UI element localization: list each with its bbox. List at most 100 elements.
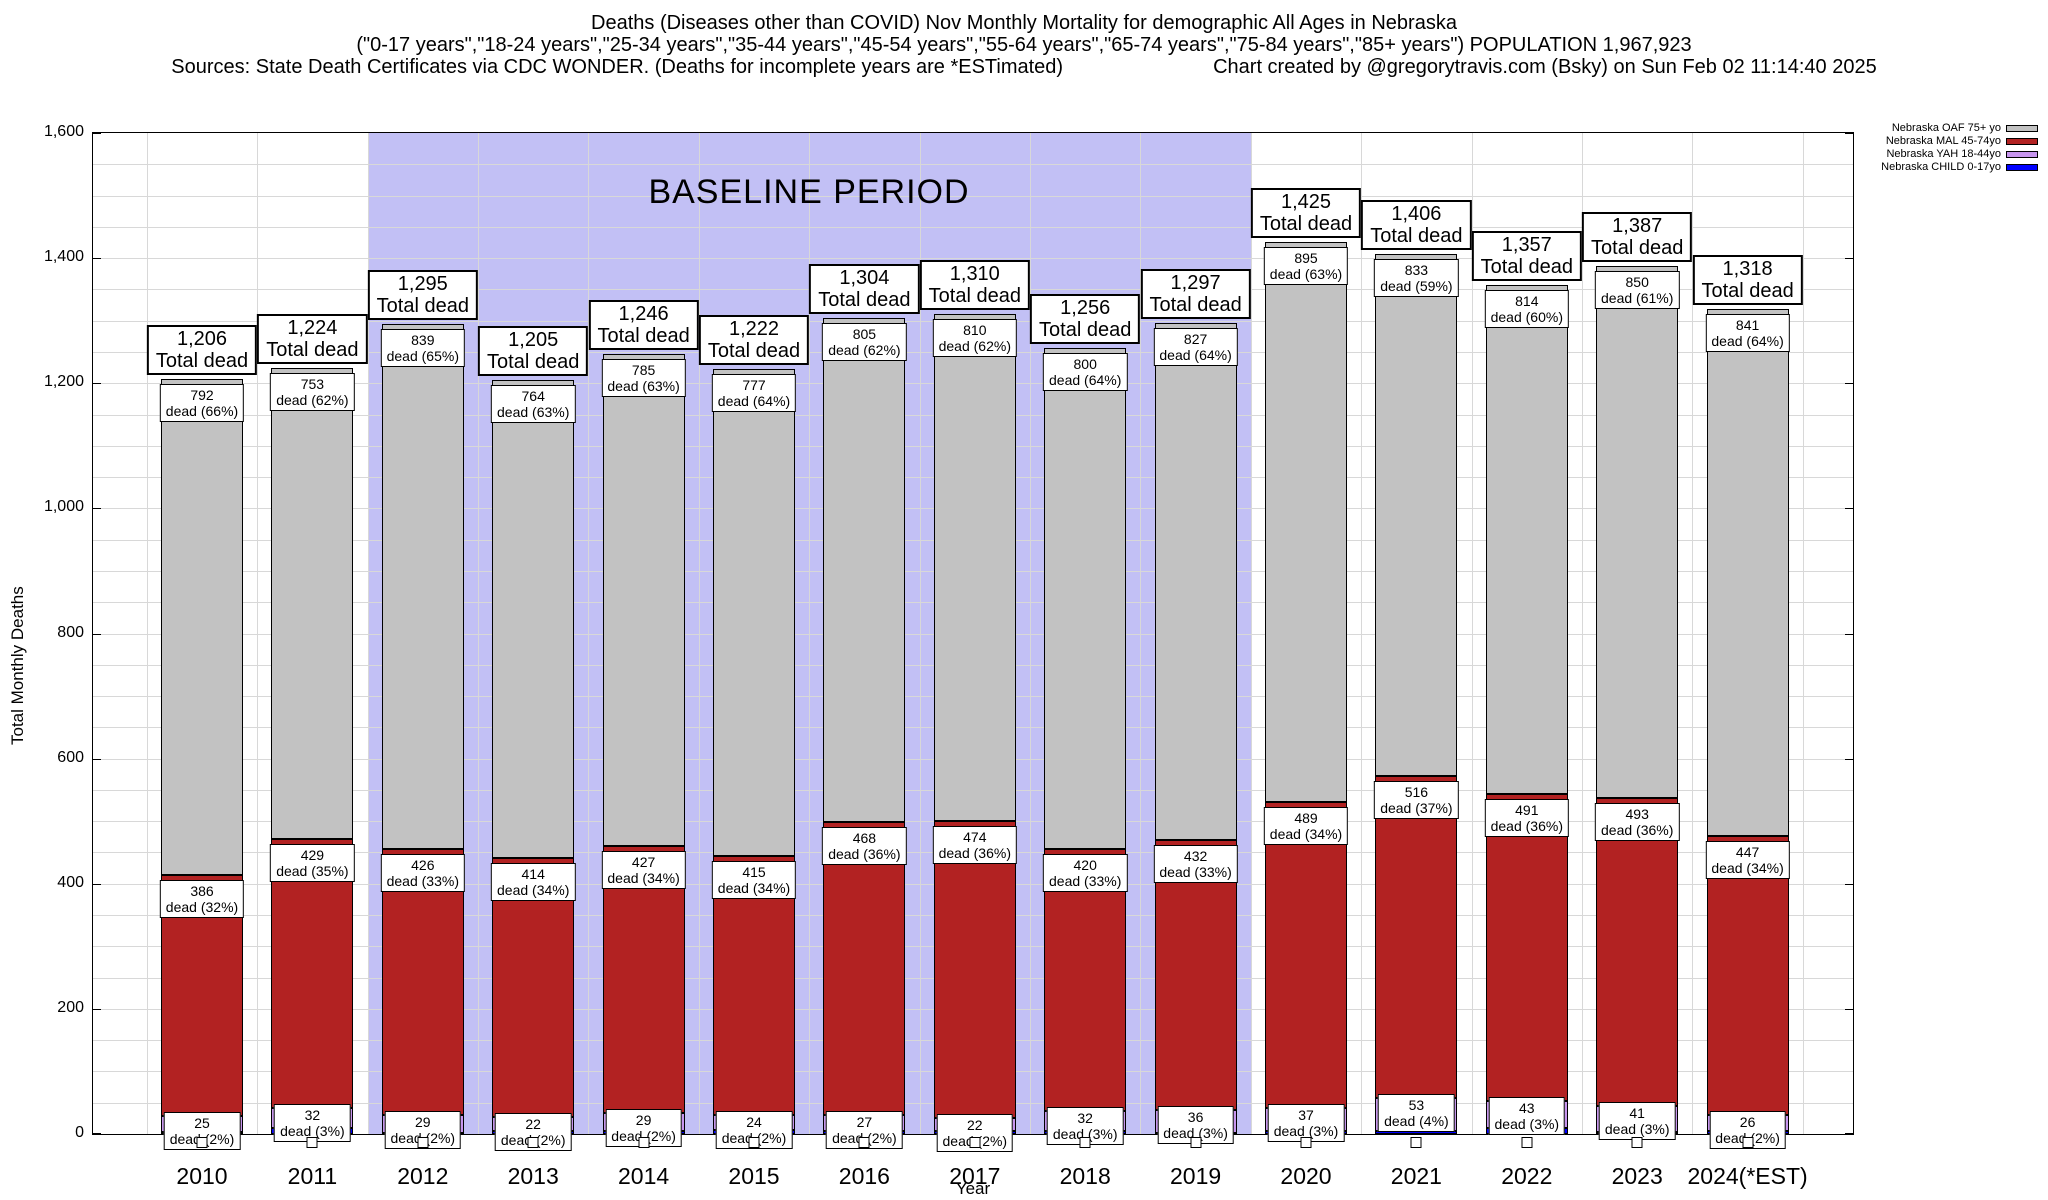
legend-label: Nebraska OAF 75+ yo: [1891, 122, 2001, 134]
bar-segment-oaf: [492, 380, 575, 859]
total-dead-label: 1,318 Total dead: [1692, 255, 1803, 306]
bar-segment-mal: [1375, 775, 1458, 1099]
mal-segment-label: 432 dead (33%): [1153, 844, 1238, 883]
oaf-segment-label: 800 dead (64%): [1042, 353, 1128, 392]
mal-segment-label: 489 dead (34%): [1263, 807, 1349, 846]
mal-segment-label: 429 dead (35%): [270, 844, 355, 883]
oaf-segment-label: 805 dead (62%): [822, 323, 907, 362]
mal-segment-label: 516 dead (37%): [1374, 780, 1459, 819]
h-gridline: [93, 226, 1853, 228]
mal-segment-label: 493 dead (36%): [1594, 803, 1680, 842]
x-tick-label: 2010: [176, 1163, 228, 1189]
legend-swatch: [2006, 164, 2038, 171]
mal-segment-label: 415 dead (34%): [711, 860, 797, 899]
bar-segment-mal: [1154, 839, 1237, 1111]
bar-segment-oaf: [1375, 254, 1458, 776]
bar-segment-mal: [823, 821, 906, 1115]
bar-segment-oaf: [271, 368, 354, 840]
bar-segment-oaf: [161, 379, 243, 875]
x-tick-label: 2020: [1280, 1163, 1332, 1189]
total-dead-label: 1,295 Total dead: [367, 269, 478, 320]
y-tick-right: [1845, 383, 1853, 385]
v-gridline: [1030, 133, 1031, 1134]
mal-segment-label: 491 dead (36%): [1484, 799, 1569, 838]
bar-segment-oaf: [1706, 309, 1789, 836]
y-tick-label: 1,200: [43, 373, 84, 391]
v-gridline: [257, 133, 259, 1134]
y-tick-left: [93, 883, 101, 885]
bar-segment-mal: [713, 855, 795, 1116]
bar-segment-mal: [1044, 848, 1127, 1112]
v-gridline: [478, 133, 479, 1134]
v-gridline: [146, 133, 148, 1134]
oaf-segment-label: 895 dead (63%): [1263, 247, 1349, 286]
y-tick-right: [1845, 758, 1853, 760]
legend-swatch: [2006, 138, 2038, 145]
yah-segment-label: 32 dead (3%): [274, 1103, 351, 1142]
child-segment-label-box: [969, 1137, 981, 1148]
v-gridline: [1692, 133, 1694, 1134]
bar-segment-mal: [1485, 794, 1568, 1102]
total-dead-label: 1,310 Total dead: [919, 260, 1030, 311]
total-dead-label: 1,256 Total dead: [1030, 294, 1141, 345]
y-tick-right: [1845, 633, 1853, 635]
x-tick-label: 2013: [507, 1163, 559, 1189]
h-gridline: [93, 258, 1853, 260]
chart-title: Deaths (Diseases other than COVID) Nov M…: [591, 12, 1457, 34]
total-dead-label: 1,246 Total dead: [588, 300, 699, 351]
total-dead-label: 1,304 Total dead: [809, 264, 920, 315]
v-gridline: [367, 133, 369, 1134]
y-tick-right: [1845, 133, 1853, 134]
bar-segment-oaf: [1154, 322, 1237, 840]
x-tick-label: 2014: [618, 1163, 670, 1189]
child-segment-label-box: [1631, 1137, 1643, 1148]
chart-plot-area: BASELINE PERIOD Year 1,206 Total dead 792 d…: [92, 132, 1854, 1198]
total-dead-label: 1,357 Total dead: [1471, 231, 1582, 282]
total-dead-label: 1,425 Total dead: [1250, 188, 1362, 239]
yah-segment-label: 43 dead (3%): [1488, 1097, 1566, 1136]
legend-swatch: [2006, 125, 2038, 132]
yah-segment-label: 37 dead (3%): [1267, 1104, 1345, 1143]
v-gridline: [1582, 133, 1583, 1134]
x-tick-label: 2023: [1611, 1163, 1663, 1189]
oaf-segment-label: 764 dead (63%): [490, 385, 576, 424]
y-tick-right: [1845, 1133, 1853, 1134]
y-tick-label: 1,600: [43, 123, 84, 140]
y-tick-label: 0: [75, 1124, 84, 1141]
oaf-segment-label: 785 dead (63%): [601, 359, 686, 398]
y-tick-label: 400: [57, 873, 84, 891]
y-tick-label: 1,000: [43, 498, 84, 516]
v-gridline: [1140, 133, 1142, 1134]
v-gridline: [809, 133, 811, 1134]
x-tick-label: 2017: [949, 1163, 1001, 1189]
legend-item-1: Nebraska MAL 45-74yo: [1886, 135, 2038, 148]
mal-segment-label: 426 dead (33%): [380, 853, 465, 892]
child-segment-label-box: [1300, 1137, 1312, 1148]
oaf-segment-label: 810 dead (62%): [932, 319, 1017, 358]
x-tick-label: 2012: [397, 1163, 449, 1189]
child-segment-label-box: [748, 1137, 760, 1148]
baseline-period-label: BASELINE PERIOD: [648, 173, 970, 211]
x-tick-label: 2015: [728, 1163, 780, 1189]
total-dead-label: 1,206 Total dead: [146, 325, 258, 376]
y-tick-left: [93, 1008, 101, 1010]
h-gridline: [93, 164, 1853, 166]
v-gridline: [1250, 133, 1252, 1134]
bar-segment-mal: [271, 839, 354, 1108]
x-axis-title: Year: [955, 1179, 991, 1198]
child-segment-label-box: [1410, 1137, 1422, 1148]
chart-subtitle: ("0-17 years","18-24 years","25-34 years…: [356, 34, 1692, 56]
total-dead-label: 1,387 Total dead: [1582, 212, 1693, 263]
oaf-segment-label: 753 dead (62%): [270, 373, 355, 412]
y-tick-right: [1845, 258, 1853, 260]
mal-segment-label: 420 dead (33%): [1042, 853, 1128, 892]
v-gridline: [1361, 133, 1363, 1134]
mal-segment-label: 427 dead (34%): [601, 850, 686, 889]
yah-segment-label: 53 dead (4%): [1378, 1094, 1455, 1133]
oaf-segment-label: 777 dead (64%): [711, 374, 797, 413]
chart-source-line: Sources: State Death Certificates via CD…: [0, 56, 2048, 78]
v-gridline: [698, 133, 700, 1134]
y-tick-label: 1,400: [43, 248, 84, 266]
total-dead-label: 1,406 Total dead: [1361, 200, 1472, 251]
